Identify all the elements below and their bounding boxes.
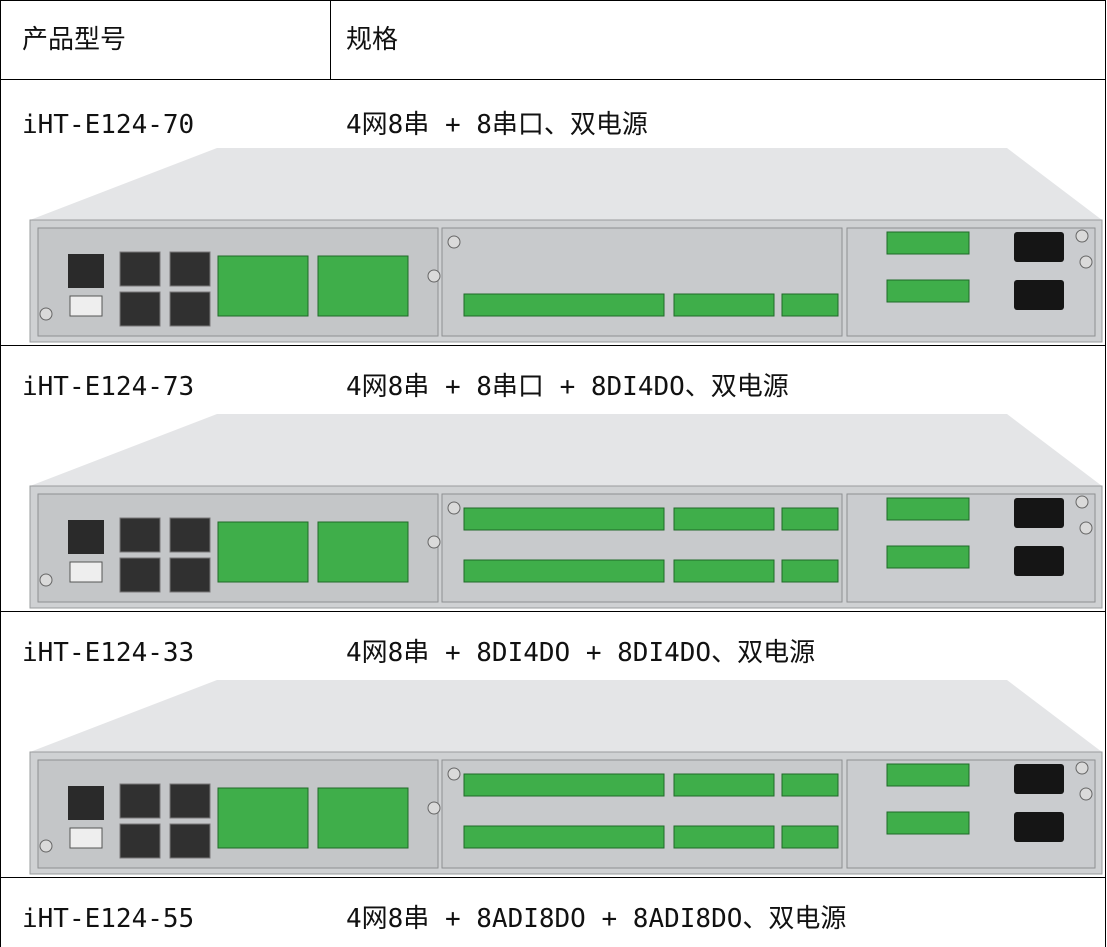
power-switch [1014, 764, 1064, 794]
screw [1079, 255, 1093, 269]
terminal-block [317, 255, 409, 317]
header-cell: 规格 [346, 25, 399, 55]
terminal-block [781, 293, 839, 317]
device-photo [29, 680, 1103, 875]
power-terminal [886, 279, 970, 303]
terminal-block [781, 559, 839, 583]
power-switch [1014, 280, 1064, 310]
port [119, 783, 161, 819]
chassis-top [30, 148, 1102, 220]
screw [39, 573, 53, 587]
row-divider [0, 79, 1106, 80]
screw [427, 801, 441, 815]
terminal-block [673, 559, 775, 583]
power-terminal [886, 763, 970, 787]
terminal-block [673, 773, 775, 797]
port [169, 291, 211, 327]
port [119, 291, 161, 327]
terminal-block [463, 559, 665, 583]
spec: 4网8串 + 8串口、双电源 [346, 110, 648, 140]
spec: 4网8串 + 8串口 + 8DI4DO、双电源 [346, 372, 789, 402]
port [69, 295, 103, 317]
port [119, 557, 161, 593]
terminal-block [217, 255, 309, 317]
screw [1075, 495, 1089, 509]
power-terminal [886, 231, 970, 255]
table-border [0, 0, 1, 947]
terminal-block [217, 787, 309, 849]
terminal-block [673, 825, 775, 849]
screw [447, 501, 461, 515]
table-border [1105, 0, 1106, 947]
terminal-block [317, 787, 409, 849]
port [169, 783, 211, 819]
power-switch [1014, 812, 1064, 842]
power-terminal [886, 497, 970, 521]
mid-panel [441, 227, 843, 337]
terminal-block [673, 293, 775, 317]
port [169, 251, 211, 287]
screw [1079, 787, 1093, 801]
spec: 4网8串 + 8DI4DO + 8DI4DO、双电源 [346, 638, 816, 668]
port [119, 823, 161, 859]
row-divider [0, 877, 1106, 878]
port [68, 786, 104, 820]
port [119, 251, 161, 287]
power-terminal [886, 811, 970, 835]
row-divider [0, 345, 1106, 346]
port [68, 520, 104, 554]
terminal-block [463, 293, 665, 317]
chassis-top [30, 680, 1102, 752]
screw [427, 535, 441, 549]
port [69, 561, 103, 583]
terminal-block [463, 773, 665, 797]
terminal-block [463, 507, 665, 531]
power-terminal [886, 545, 970, 569]
screw [447, 767, 461, 781]
header-cell: 产品型号 [22, 25, 127, 55]
port [119, 517, 161, 553]
table-border [0, 0, 1106, 1]
chassis-top [30, 414, 1102, 486]
model: iHT-E124-70 [22, 110, 195, 140]
power-switch [1014, 546, 1064, 576]
terminal-block [781, 507, 839, 531]
power-switch [1014, 498, 1064, 528]
terminal-block [217, 521, 309, 583]
model: iHT-E124-33 [22, 638, 195, 668]
screw [427, 269, 441, 283]
row-divider [0, 611, 1106, 612]
device-photo [29, 148, 1103, 343]
terminal-block [463, 825, 665, 849]
screw [39, 839, 53, 853]
screw [39, 307, 53, 321]
screw [1075, 229, 1089, 243]
model: iHT-E124-55 [22, 904, 195, 934]
port [68, 254, 104, 288]
terminal-block [317, 521, 409, 583]
screw [1079, 521, 1093, 535]
power-switch [1014, 232, 1064, 262]
column-divider [330, 0, 331, 80]
terminal-block [781, 773, 839, 797]
port [169, 517, 211, 553]
model: iHT-E124-73 [22, 372, 195, 402]
terminal-block [673, 507, 775, 531]
port [169, 823, 211, 859]
spec: 4网8串 + 8ADI8DO + 8ADI8DO、双电源 [346, 904, 847, 934]
port [169, 557, 211, 593]
port [69, 827, 103, 849]
screw [447, 235, 461, 249]
device-photo [29, 414, 1103, 609]
terminal-block [781, 825, 839, 849]
screw [1075, 761, 1089, 775]
